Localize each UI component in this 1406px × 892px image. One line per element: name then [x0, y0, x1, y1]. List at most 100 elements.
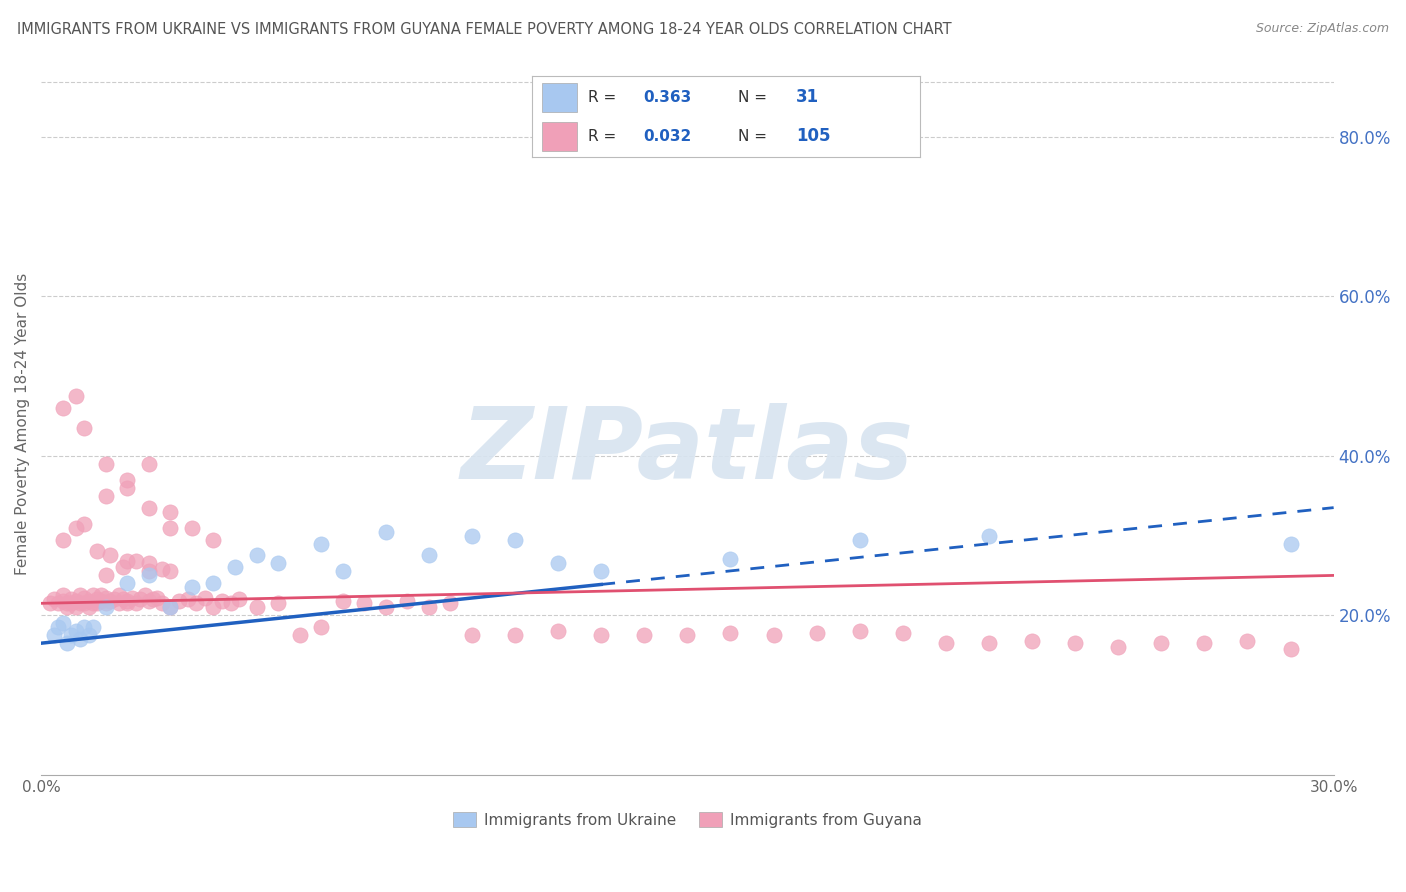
Point	[138, 568, 160, 582]
Point	[65, 594, 87, 608]
Point	[56, 600, 79, 615]
Point	[138, 594, 160, 608]
Point	[46, 596, 69, 610]
Point	[176, 592, 198, 607]
Point	[202, 533, 225, 547]
Point	[245, 549, 267, 563]
Point	[977, 636, 1000, 650]
Point	[42, 592, 65, 607]
Point	[138, 457, 160, 471]
Point	[219, 596, 242, 610]
Point	[52, 401, 75, 415]
Point	[69, 632, 91, 647]
Point	[56, 636, 79, 650]
Point	[46, 620, 69, 634]
Point	[117, 594, 139, 608]
Point	[224, 560, 246, 574]
Point	[977, 528, 1000, 542]
Point	[159, 600, 181, 615]
Point	[65, 624, 87, 639]
Point	[211, 594, 233, 608]
Point	[94, 591, 117, 605]
Point	[94, 600, 117, 615]
Point	[138, 557, 160, 571]
Point	[65, 600, 87, 615]
Point	[125, 596, 148, 610]
Point	[117, 473, 139, 487]
Text: IMMIGRANTS FROM UKRAINE VS IMMIGRANTS FROM GUYANA FEMALE POVERTY AMONG 18-24 YEA: IMMIGRANTS FROM UKRAINE VS IMMIGRANTS FR…	[17, 22, 952, 37]
Point	[94, 457, 117, 471]
Point	[935, 636, 957, 650]
Point	[77, 600, 100, 615]
Point	[547, 624, 569, 639]
Point	[117, 596, 139, 610]
Point	[107, 588, 129, 602]
Y-axis label: Female Poverty Among 18-24 Year Olds: Female Poverty Among 18-24 Year Olds	[15, 273, 30, 575]
Point	[138, 500, 160, 515]
Point	[180, 520, 202, 534]
Point	[82, 620, 104, 634]
Point	[374, 524, 396, 539]
Point	[591, 628, 613, 642]
Point	[202, 600, 225, 615]
Point	[111, 592, 134, 607]
Point	[461, 528, 484, 542]
Point	[374, 600, 396, 615]
Point	[60, 596, 83, 610]
Point	[848, 533, 870, 547]
Point	[461, 628, 484, 642]
Point	[676, 628, 699, 642]
Point	[73, 591, 96, 605]
Point	[146, 591, 169, 605]
Point	[806, 625, 828, 640]
Point	[65, 389, 87, 403]
Text: ZIPatlas: ZIPatlas	[461, 403, 914, 500]
Point	[65, 520, 87, 534]
Point	[121, 591, 143, 605]
Point	[353, 596, 375, 610]
Point	[38, 596, 60, 610]
Point	[332, 565, 354, 579]
Point	[117, 481, 139, 495]
Point	[60, 628, 83, 642]
Point	[107, 596, 129, 610]
Point	[1236, 633, 1258, 648]
Point	[142, 592, 165, 607]
Point	[52, 588, 75, 602]
Point	[86, 544, 108, 558]
Point	[720, 552, 742, 566]
Text: Source: ZipAtlas.com: Source: ZipAtlas.com	[1256, 22, 1389, 36]
Point	[73, 596, 96, 610]
Point	[69, 596, 91, 610]
Point	[150, 596, 173, 610]
Point	[547, 557, 569, 571]
Point	[418, 600, 440, 615]
Point	[150, 562, 173, 576]
Point	[159, 505, 181, 519]
Point	[891, 625, 914, 640]
Point	[720, 625, 742, 640]
Point	[267, 557, 290, 571]
Point	[98, 549, 121, 563]
Point	[77, 628, 100, 642]
Point	[94, 489, 117, 503]
Point	[1150, 636, 1173, 650]
Point	[439, 596, 461, 610]
Point	[73, 516, 96, 531]
Point	[159, 600, 181, 615]
Point	[762, 628, 785, 642]
Point	[288, 628, 311, 642]
Point	[77, 594, 100, 608]
Point	[228, 592, 250, 607]
Point	[56, 596, 79, 610]
Point	[117, 576, 139, 591]
Point	[186, 596, 208, 610]
Point	[42, 628, 65, 642]
Point	[94, 568, 117, 582]
Point	[180, 580, 202, 594]
Point	[82, 596, 104, 610]
Point	[309, 620, 332, 634]
Point	[69, 588, 91, 602]
Point	[103, 592, 125, 607]
Point	[503, 628, 526, 642]
